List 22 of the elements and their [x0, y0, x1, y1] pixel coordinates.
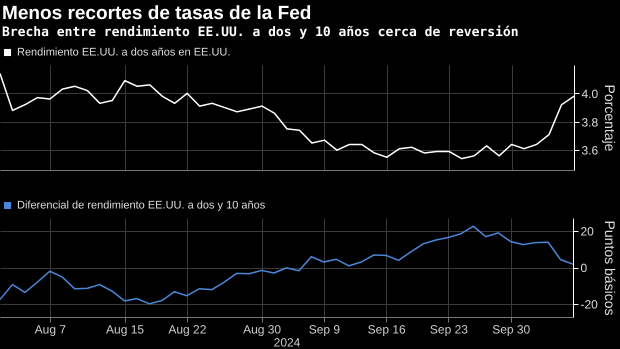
legend-label: Rendimiento EE.UU. a dos años en EE.UU. [17, 46, 230, 58]
x-tick-label: Sep 16 [368, 322, 406, 336]
chart-title: Menos recortes de tasas de la Fed [2, 3, 312, 24]
x-tick-label: Sep 9 [308, 322, 340, 336]
y-tick-label: 20 [580, 224, 594, 238]
x-tick-label: Aug 30 [243, 322, 282, 336]
y-tick-label: 3.8 [582, 115, 599, 130]
y-tick-label: -20 [580, 298, 598, 312]
x-tick-label: Aug 7 [34, 322, 66, 336]
x-tick-label: Sep 23 [430, 322, 468, 336]
x-tick-label: Sep 30 [492, 322, 531, 336]
line-series [0, 226, 573, 305]
chart-subtitle: Brecha entre rendimiento EE.UU. a dos y 10 años cerca de reversión [2, 25, 519, 40]
x-tick-label: Aug 15 [106, 322, 144, 336]
y-tick-label: 3.6 [582, 144, 599, 158]
y-tick-label: 4.0 [582, 86, 599, 101]
y-axis-title: Porcentaje [602, 84, 618, 152]
x-tick-label: Aug 22 [168, 322, 207, 336]
y-axis-title: Puntos básicos [602, 220, 618, 316]
x-axis-title: 2024 [274, 336, 301, 349]
y-tick-label: 0 [580, 261, 588, 275]
legend-label: Diferencial de rendimiento EE.UU. a dos y 10 años [17, 200, 266, 212]
